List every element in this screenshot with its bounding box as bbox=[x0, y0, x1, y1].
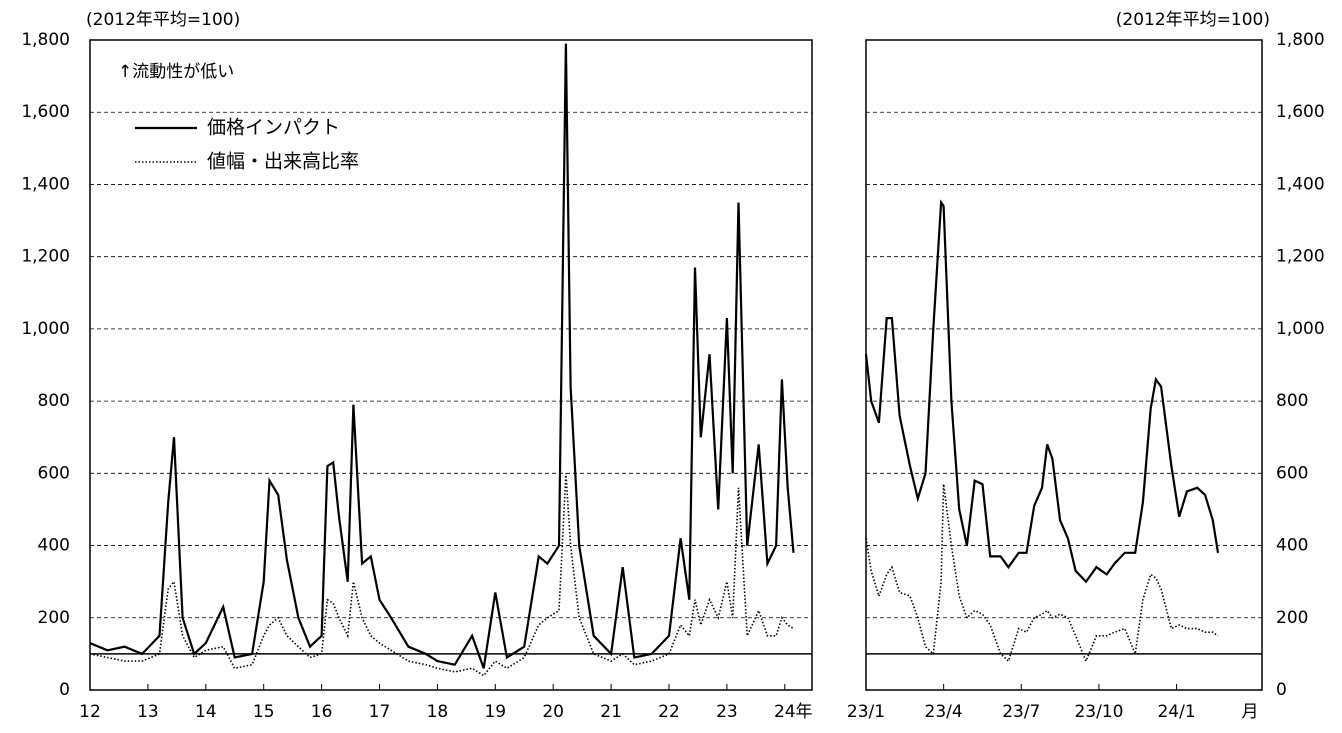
y-tick-label: 1,000 bbox=[1276, 319, 1325, 339]
y-tick-label: 0 bbox=[1276, 680, 1287, 700]
legend-label: 値幅・出来高比率 bbox=[207, 151, 359, 173]
legend-label: 価格インパクト bbox=[207, 117, 340, 139]
x-tick-label: 23/1 bbox=[847, 702, 885, 722]
data-line bbox=[89, 43, 795, 669]
data-line bbox=[865, 484, 1219, 664]
data-line bbox=[89, 473, 794, 677]
x-tick-label: 23/10 bbox=[1074, 702, 1123, 722]
x-tick-label: 23/7 bbox=[1002, 702, 1040, 722]
y-tick-label: 200 bbox=[38, 608, 70, 628]
y-tick-label: 400 bbox=[38, 536, 70, 556]
y-tick-label: 1,600 bbox=[1276, 102, 1325, 122]
y-unit: (2012年平均=100) bbox=[86, 10, 240, 30]
y-tick-label: 1,800 bbox=[21, 30, 70, 50]
y-tick-label: 1,800 bbox=[1276, 30, 1325, 50]
y-tick-label: 800 bbox=[38, 391, 70, 411]
y-tick-label: 600 bbox=[1276, 463, 1308, 483]
x-tick-label: 18 bbox=[427, 702, 449, 722]
y-tick-label: 800 bbox=[1276, 391, 1308, 411]
y-tick-label: 1,400 bbox=[1276, 174, 1325, 194]
x-tick-label: 16 bbox=[311, 702, 333, 722]
x-tick-label: 13 bbox=[137, 702, 159, 722]
x-tick-label: 19 bbox=[484, 702, 506, 722]
x-unit: 月 bbox=[1242, 702, 1259, 722]
plot-frame bbox=[89, 39, 813, 691]
x-tick-label: 23 bbox=[716, 702, 738, 722]
x-tick-label: 17 bbox=[369, 702, 391, 722]
y-tick-label: 200 bbox=[1276, 608, 1308, 628]
x-tick-label: 24/1 bbox=[1157, 702, 1195, 722]
y-tick-label: 1,200 bbox=[21, 247, 70, 267]
x-tick-label: 20 bbox=[542, 702, 564, 722]
x-tick-label: 23/4 bbox=[925, 702, 963, 722]
x-unit: 年 bbox=[796, 702, 813, 722]
y-tick-label: 1,400 bbox=[21, 174, 70, 194]
y-tick-label: 1,600 bbox=[21, 102, 70, 122]
data-line bbox=[864, 199, 1220, 584]
y-tick-label: 600 bbox=[38, 463, 70, 483]
x-tick-label: 12 bbox=[79, 702, 101, 722]
y-tick-label: 0 bbox=[59, 680, 70, 700]
annotation: ↑流動性が低い bbox=[118, 62, 234, 82]
x-tick-label: 22 bbox=[658, 702, 680, 722]
x-tick-label: 21 bbox=[600, 702, 622, 722]
y-tick-label: 1,000 bbox=[21, 319, 70, 339]
y-unit: (2012年平均=100) bbox=[1116, 10, 1270, 30]
x-tick-label: 15 bbox=[253, 702, 275, 722]
y-tick-label: 1,200 bbox=[1276, 247, 1325, 267]
x-tick-label: 14 bbox=[195, 702, 217, 722]
y-tick-label: 400 bbox=[1276, 536, 1308, 556]
plot-frame bbox=[865, 39, 1263, 691]
x-tick-label: 24 bbox=[774, 702, 796, 722]
